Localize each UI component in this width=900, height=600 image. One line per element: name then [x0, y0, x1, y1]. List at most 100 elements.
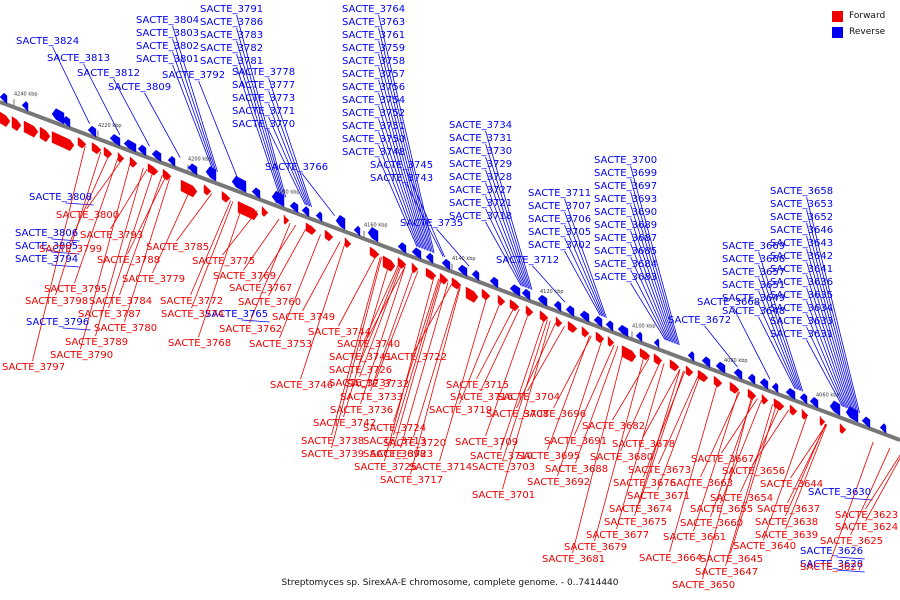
reverse-gene-label: SACTE_3801 [136, 54, 199, 65]
forward-gene-label: SACTE_3716 [450, 392, 513, 403]
forward-gene-feature [0, 111, 11, 128]
forward-gene-label: SACTE_3720 [383, 438, 446, 449]
reverse-gene-feature [411, 247, 422, 260]
forward-leader-line [80, 162, 131, 350]
forward-gene-feature [382, 255, 396, 272]
gene-features [0, 92, 887, 435]
forward-leader-line [700, 391, 741, 478]
reverse-leader-line [733, 307, 771, 380]
reverse-gene-label: SACTE_3668 [697, 297, 760, 308]
forward-gene-label: SACTE_3637 [757, 504, 820, 515]
forward-gene-label: SACTE_3787 [78, 309, 141, 320]
forward-gene-feature [747, 388, 757, 401]
forward-gene-label: SACTE_3780 [94, 323, 157, 334]
reverse-leader-line [378, 92, 426, 250]
forward-gene-label: SACTE_3715 [446, 380, 509, 391]
reverse-gene-feature [271, 190, 285, 207]
forward-gene-label: SACTE_3661 [663, 532, 726, 543]
forward-leader-line [367, 266, 406, 339]
reverse-leader-line [806, 196, 860, 413]
reverse-gene-label: SACTE_3750 [342, 134, 405, 145]
reverse-leader-line [172, 38, 217, 172]
reverse-gene-feature [301, 206, 310, 218]
forward-gene-feature [509, 299, 520, 312]
forward-gene-label: SACTE_3736 [330, 405, 393, 416]
reverse-leader-line [144, 92, 181, 158]
forward-leader-line [86, 159, 123, 210]
genome-caption: Streptomyces sp. SirexAA-E chromosome, c… [281, 578, 619, 588]
forward-gene-feature [669, 359, 680, 372]
reverse-gene-label: SACTE_3669 [722, 241, 785, 252]
reverse-swatch [832, 26, 843, 38]
reverse-gene-feature [785, 387, 796, 400]
forward-leader-line [702, 396, 753, 580]
forward-leader-line [74, 158, 119, 284]
forward-leader-line [725, 404, 774, 567]
forward-leader-line [439, 296, 488, 462]
reverse-gene-label: SACTE_3683 [594, 272, 657, 283]
forward-leader-line [476, 306, 515, 380]
reverse-gene-feature [87, 125, 97, 138]
forward-gene-feature [129, 156, 138, 168]
reverse-leader-line [630, 217, 674, 343]
forward-gene-label: SACTE_3654 [710, 493, 773, 504]
forward-leader-line [502, 319, 548, 462]
reverse-leader-line [406, 183, 444, 257]
forward-gene-label: SACTE_3760 [238, 297, 301, 308]
reverse-gene-feature [151, 149, 162, 162]
reverse-leader-line [301, 172, 335, 216]
reverse-gene-feature [335, 214, 346, 230]
forward-gene-feature [555, 316, 563, 328]
forward-leader-line [785, 423, 826, 517]
reverse-gene-label: SACTE_3641 [770, 264, 833, 275]
reverse-gene-feature [457, 264, 468, 277]
reverse-gene-label: SACTE_3711 [528, 188, 591, 199]
reverse-gene-label: SACTE_3628 [800, 559, 863, 570]
forward-gene-label: SACTE_3767 [229, 283, 292, 294]
reverse-gene-label: SACTE_3657 [722, 267, 785, 278]
forward-gene-label: SACTE_3682 [582, 421, 645, 432]
reverse-leader-line [198, 80, 239, 180]
forward-leader-line [119, 174, 163, 296]
forward-leader-line [343, 260, 391, 418]
forward-gene-label: SACTE_3696 [523, 409, 586, 420]
reverse-leader-line [485, 208, 524, 287]
reverse-gene-label: SACTE_3735 [400, 218, 463, 229]
forward-gene-label: SACTE_3656 [722, 466, 785, 477]
forward-gene-feature [451, 277, 462, 290]
reverse-leader-line [844, 497, 873, 501]
reverse-gene-feature [809, 396, 819, 409]
reverse-leader-line [51, 238, 80, 242]
forward-leader-line [95, 167, 144, 337]
reverse-gene-feature [471, 269, 480, 282]
kbp-tick-label: 4060 kbp [816, 392, 840, 398]
reverse-gene-label: SACTE_3652 [770, 212, 833, 223]
forward-gene-label: SACTE_3645 [700, 554, 763, 565]
forward-gene-feature [11, 116, 22, 132]
forward-leader-line [413, 286, 460, 438]
reverse-gene-label: SACTE_3809 [108, 82, 171, 93]
reverse-gene-label: SACTE_3697 [594, 181, 657, 192]
gene-labels: SACTE_3824 SACTE_3813 SACTE_3812 SACTE_3809… [2, 4, 898, 591]
reverse-gene-label: SACTE_3757 [342, 69, 405, 80]
forward-gene-feature [439, 272, 449, 285]
reverse-gene-label: SACTE_3721 [449, 198, 512, 209]
forward-gene-label: SACTE_3724 [363, 423, 426, 434]
forward-gene-feature [773, 398, 785, 411]
forward-gene-label: SACTE_3772 [160, 296, 223, 307]
reverse-gene-label: SACTE_3792 [162, 70, 225, 81]
legend-forward: Forward [832, 8, 892, 24]
forward-gene-label: SACTE_3647 [695, 567, 758, 578]
reverse-gene-label: SACTE_3666 [722, 254, 785, 265]
reverse-gene-label: SACTE_3758 [342, 56, 405, 67]
reverse-gene-feature [617, 324, 629, 338]
forward-gene-label: SACTE_3677 [586, 530, 649, 541]
forward-gene-feature [162, 168, 172, 181]
reverse-gene-label: SACTE_3687 [594, 233, 657, 244]
reverse-leader-line [268, 90, 311, 207]
forward-leader-line [359, 264, 402, 378]
reverse-gene-feature [653, 338, 660, 349]
reverse-gene-feature [0, 92, 8, 105]
reverse-gene-label: SACTE_3734 [449, 120, 512, 131]
forward-gene-label: SACTE_3740 [337, 339, 400, 350]
